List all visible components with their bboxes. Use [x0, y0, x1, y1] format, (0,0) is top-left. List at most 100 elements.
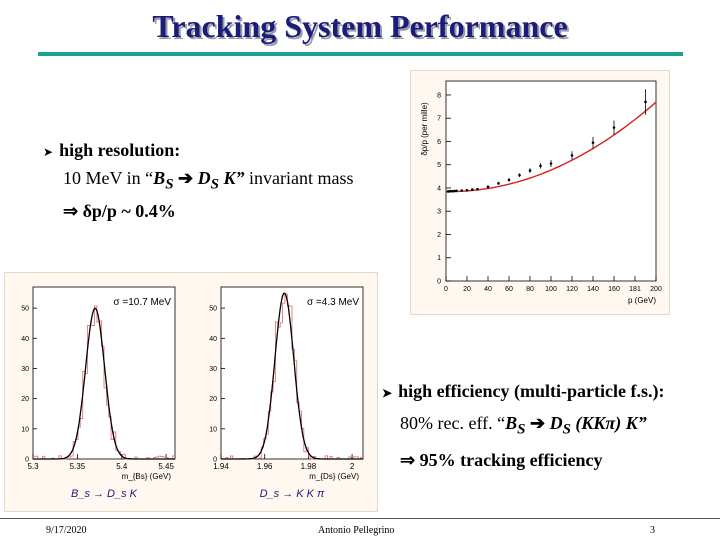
x-tick-label: 1.94 — [213, 462, 229, 471]
b2-bs: B — [505, 413, 518, 433]
gaussian-fit — [33, 307, 175, 460]
sigma-annotation: σ =4.3 MeV — [307, 297, 359, 308]
slide-title: Tracking System Performance — [152, 8, 568, 44]
footer-divider — [0, 518, 720, 519]
bullet2-line2: ⇒ 95% tracking efficiency — [400, 449, 603, 470]
mass-histograms-svg: 5.3 5.35 5.4 5.45 0 10 20 30 40 50 σ =10.7 MeV m_{B… — [21, 286, 364, 500]
y-tick-label: 40 — [21, 336, 29, 343]
data-point — [591, 141, 595, 144]
x-axis-label: m_{Ds} (GeV) — [309, 472, 359, 481]
b1-ds-sub: S — [210, 176, 219, 193]
b1-arrow-icon: ➔ — [178, 168, 194, 188]
data-point — [476, 187, 479, 191]
b1-bs-sub: S — [165, 176, 174, 193]
x-tick-label: 1.98 — [301, 462, 317, 471]
x-tick-label: 181 — [629, 286, 641, 293]
footer-page-number: 3 — [650, 525, 655, 536]
y-tick-label: 40 — [209, 336, 217, 343]
y-tick-label: 20 — [21, 396, 29, 403]
x-tick-label: 80 — [526, 286, 534, 293]
x-axis-label: p (GeV) — [628, 296, 656, 305]
data-point — [451, 189, 454, 193]
y-tick-label: 10 — [21, 426, 29, 433]
x-tick-label: 120 — [566, 286, 578, 293]
x-tick-label: 20 — [463, 286, 471, 293]
y-tick-label: 30 — [209, 366, 217, 373]
y-tick-label: 8 — [437, 92, 441, 99]
data-point — [470, 188, 474, 191]
bullet2-heading: high efficiency (multi-particle f.s.): — [398, 381, 665, 401]
y-tick-label: 50 — [209, 306, 217, 313]
b1-ds: D — [197, 168, 211, 188]
footer-author: Antonio Pellegrino — [318, 525, 395, 536]
y-tick-label: 4 — [437, 185, 441, 192]
y-tick-label: 10 — [209, 426, 217, 433]
plot-frame — [445, 80, 657, 282]
x-tick-label: 160 — [608, 286, 620, 293]
data-point — [549, 162, 553, 165]
b2-mid: (KKπ) K” — [570, 413, 647, 433]
fit-curve — [446, 101, 657, 193]
data-point — [518, 173, 521, 177]
bullet1-line2: ⇒ δp/p ~ 0.4% — [63, 200, 176, 221]
sigma-annotation: σ =10.7 MeV — [113, 297, 171, 308]
data-point — [446, 190, 450, 193]
gaussian-fit — [221, 292, 363, 460]
data-point — [448, 189, 452, 193]
y-tick-label: 6 — [437, 139, 441, 146]
footer-date: 9/17/2020 — [46, 525, 87, 536]
b2-bs-sub: S — [517, 421, 526, 438]
x-tick-label: 200 — [650, 286, 662, 293]
y-tick-label: 30 — [21, 366, 29, 373]
momentum-resolution-svg: 0 20 40 60 80 100 120 140 160 181 200 0 1 2 3 4 5 6 7 8 p (G… — [420, 80, 662, 305]
y-tick-label: 2 — [437, 232, 441, 239]
y-tick-label: 1 — [437, 255, 441, 262]
y-tick-label: 50 — [21, 306, 29, 313]
b2-ds: D — [549, 413, 563, 433]
y-tick-label: 0 — [437, 279, 441, 286]
x-tick-label: 2 — [350, 462, 355, 471]
bullet-arrow-icon: ➤ — [43, 145, 54, 159]
bullet2-line1: 80% rec. eff. “BS ➔ DS (KKπ) K” — [382, 408, 665, 445]
data-point — [570, 154, 574, 157]
data-point — [497, 182, 500, 185]
decay-caption: B_s → D_s K — [71, 488, 138, 500]
data-point — [460, 189, 464, 192]
bullet-high-resolution: ➤ high resolution: 10 MeV in “BS ➔ DS K” … — [43, 137, 353, 224]
x-tick-label: 40 — [484, 286, 492, 293]
b1-k: K” — [218, 168, 245, 188]
b1-text-post: invariant mass — [244, 168, 354, 188]
x-tick-label: 100 — [545, 286, 557, 293]
b2-text-pre: 80% rec. eff. “ — [400, 413, 506, 433]
decay-caption: D_s → K K π — [260, 488, 325, 500]
x-tick-label: 5.4 — [116, 462, 128, 471]
x-tick-label: 5.35 — [70, 462, 86, 471]
x-tick-label: 5.45 — [158, 462, 174, 471]
title-underline — [38, 52, 683, 56]
x-axis-label: m_{Bs} (GeV) — [122, 472, 172, 481]
y-tick-label: 7 — [437, 116, 441, 123]
x-tick-label: 1.96 — [257, 462, 273, 471]
momentum-resolution-plot: 0 20 40 60 80 100 120 140 160 181 200 0 1 2 3 4 5 6 7 8 p (G… — [410, 70, 670, 315]
y-axis-label: δp/p (per mille) — [420, 102, 429, 156]
bullet1-line1: 10 MeV in “BS ➔ DS K” invariant mass — [43, 165, 353, 198]
data-point — [486, 185, 490, 189]
data-point — [465, 189, 469, 192]
b1-text-pre: 10 MeV in “ — [63, 168, 154, 188]
y-tick-label: 0 — [213, 457, 217, 464]
x-tick-label: 5.3 — [27, 462, 39, 471]
data-point — [507, 178, 511, 182]
data-point — [644, 100, 647, 104]
y-tick-label: 3 — [437, 209, 441, 216]
bullet1-heading: high resolution: — [59, 140, 181, 160]
x-tick-label: 60 — [505, 286, 513, 293]
bullet-arrow-icon: ➤ — [382, 386, 393, 400]
data-point — [612, 126, 616, 129]
y-tick-label: 20 — [209, 396, 217, 403]
data-point — [528, 169, 532, 172]
mass-histograms-plot: 5.3 5.35 5.4 5.45 0 10 20 30 40 50 σ =10.7 MeV m_{B… — [4, 272, 378, 512]
data-point — [453, 189, 456, 193]
b1-bs: B — [153, 168, 166, 188]
bullet-high-efficiency: ➤ high efficiency (multi-particle f.s.): … — [382, 376, 665, 475]
data-point — [539, 164, 542, 168]
